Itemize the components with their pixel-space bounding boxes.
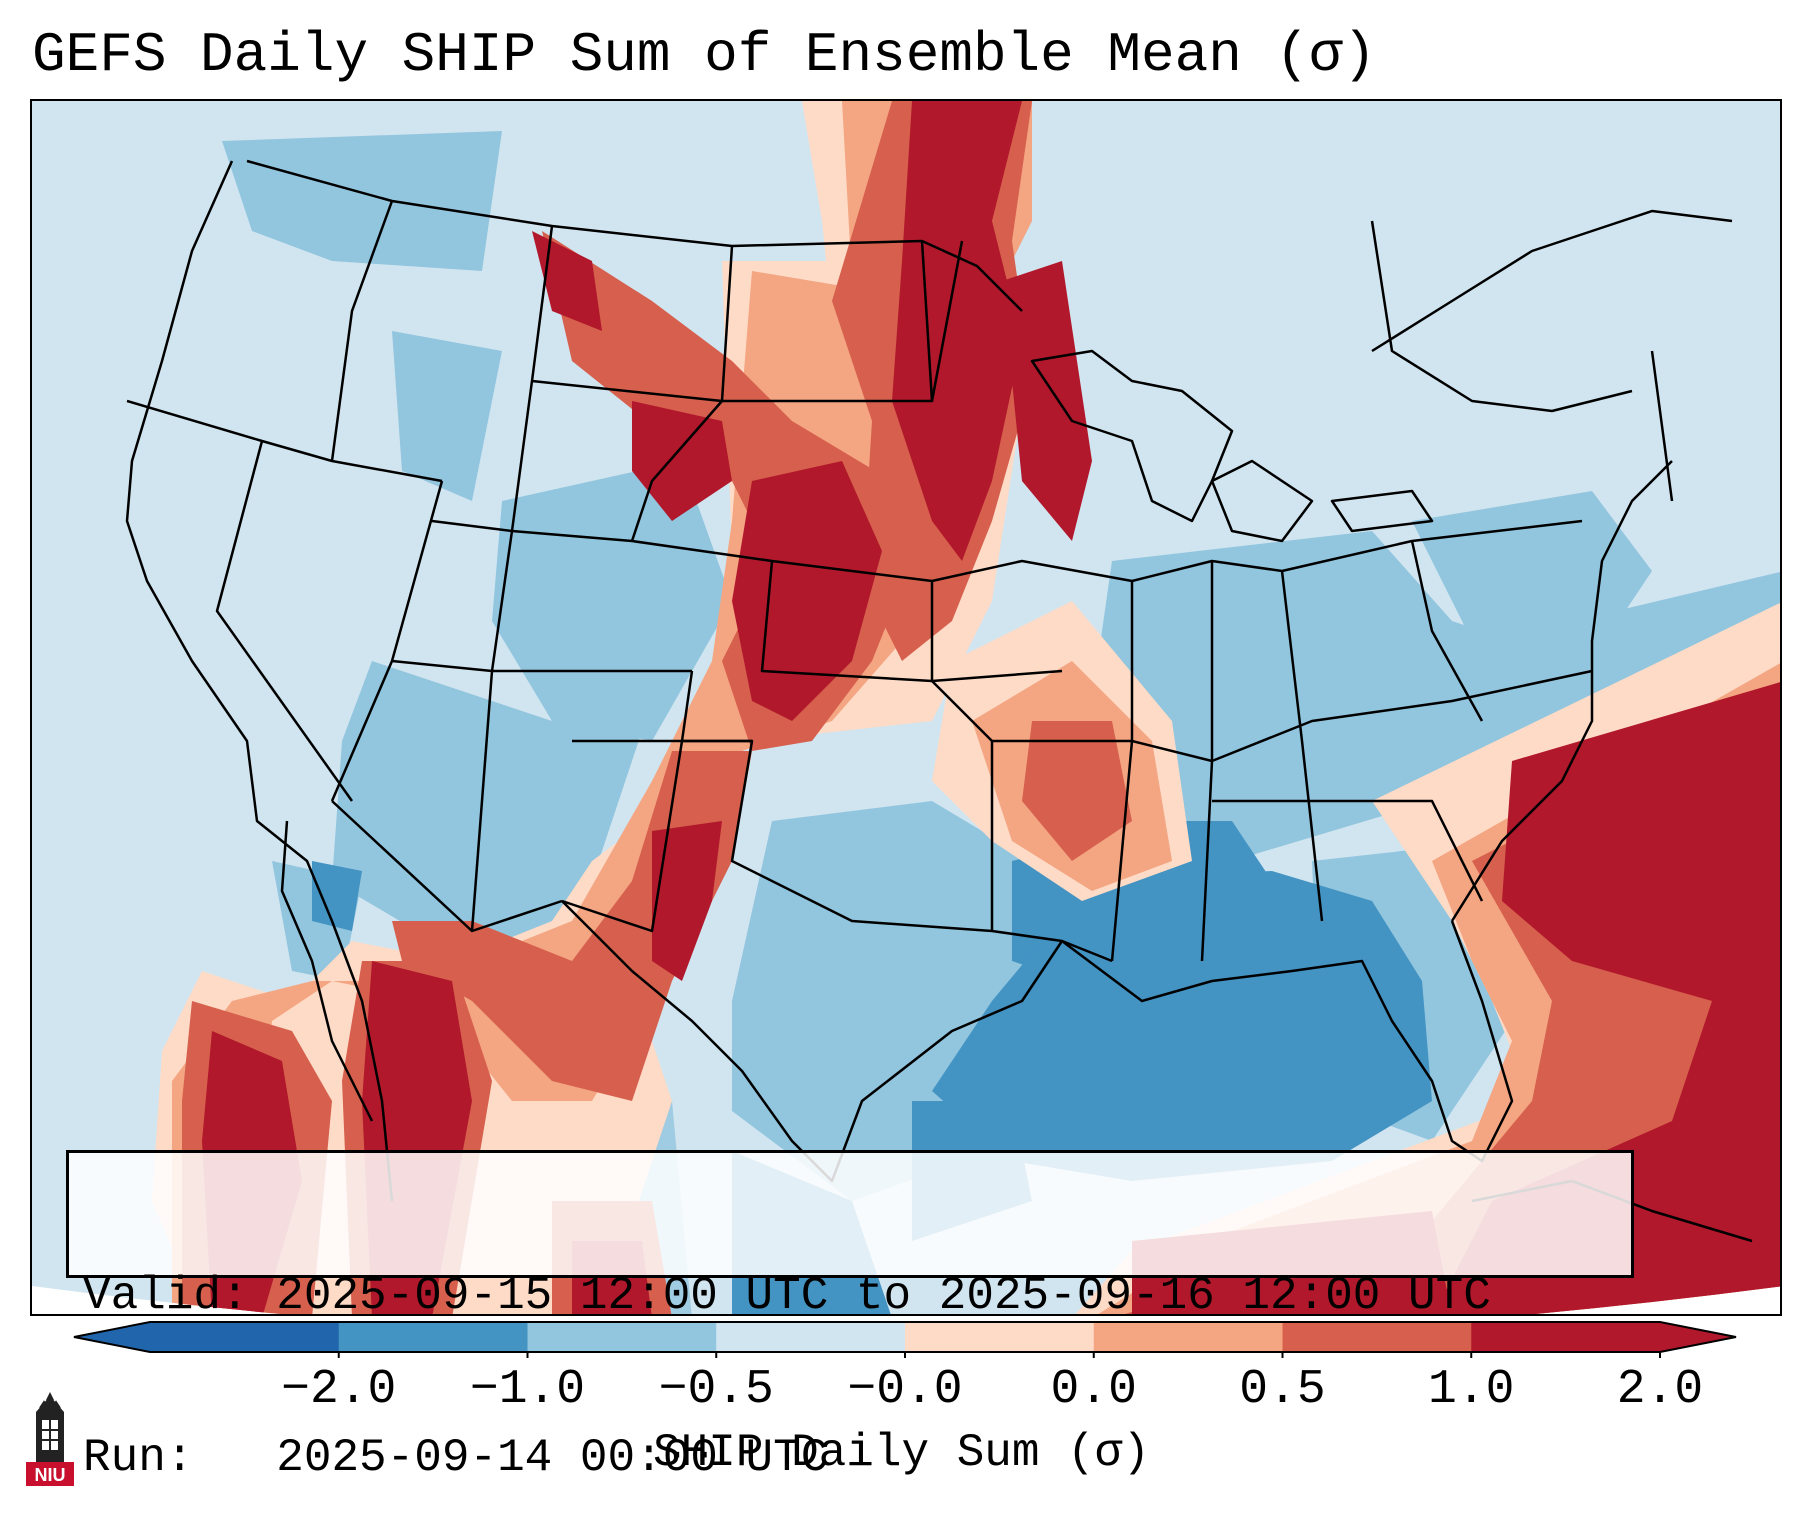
colorbar-segment-6 xyxy=(1093,1322,1283,1352)
colorbar-segment-7 xyxy=(1282,1322,1472,1352)
colorbar-segments xyxy=(73,1321,1737,1353)
colorbar-tick-label: 1.0 xyxy=(1428,1363,1515,1417)
colorbar xyxy=(73,1321,1737,1358)
colorbar-extend-low xyxy=(74,1322,150,1352)
colorbar-extend-high xyxy=(1660,1322,1736,1352)
map-panel xyxy=(30,99,1782,1316)
state-borders xyxy=(125,159,1753,1243)
logo-text: NIU xyxy=(35,1465,66,1485)
run-time-text: Run: 2025-09-14 00:00 UTC xyxy=(83,1432,829,1484)
colorbar-segment-5 xyxy=(905,1322,1095,1352)
ship-field xyxy=(32,101,1780,1314)
colorbar-segment-4 xyxy=(716,1322,906,1352)
colorbar-segment-3 xyxy=(527,1322,717,1352)
colorbar-segment-2 xyxy=(338,1322,528,1352)
colorbar-tick-label: −0.0 xyxy=(847,1363,963,1417)
colorbar-tick-label: −0.5 xyxy=(658,1363,774,1417)
colorbar-tick-label: −1.0 xyxy=(469,1363,586,1417)
valid-time-text: Valid: 2025-09-15 12:00 UTC to 2025-09-1… xyxy=(83,1270,1491,1322)
colorbar-segment-8 xyxy=(1471,1322,1661,1352)
colorbar-tick-label: 2.0 xyxy=(1616,1363,1704,1417)
colorbar-tick-label: 0.0 xyxy=(1050,1363,1137,1417)
colorbar-tick-label: −2.0 xyxy=(281,1363,397,1417)
ship-map xyxy=(32,101,1780,1314)
colorbar-tick-label: 0.5 xyxy=(1239,1363,1326,1417)
colorbar-segment-1 xyxy=(150,1322,340,1352)
valid-run-info-box: Valid: 2025-09-15 12:00 UTC to 2025-09-1… xyxy=(66,1150,1634,1484)
colorbar-label: SHIP Daily Sum (σ) xyxy=(653,1427,1150,1479)
map-title: GEFS Daily SHIP Sum of Ensemble Mean (σ) xyxy=(32,23,1377,87)
university-tower-icon: NIU xyxy=(26,1392,74,1486)
